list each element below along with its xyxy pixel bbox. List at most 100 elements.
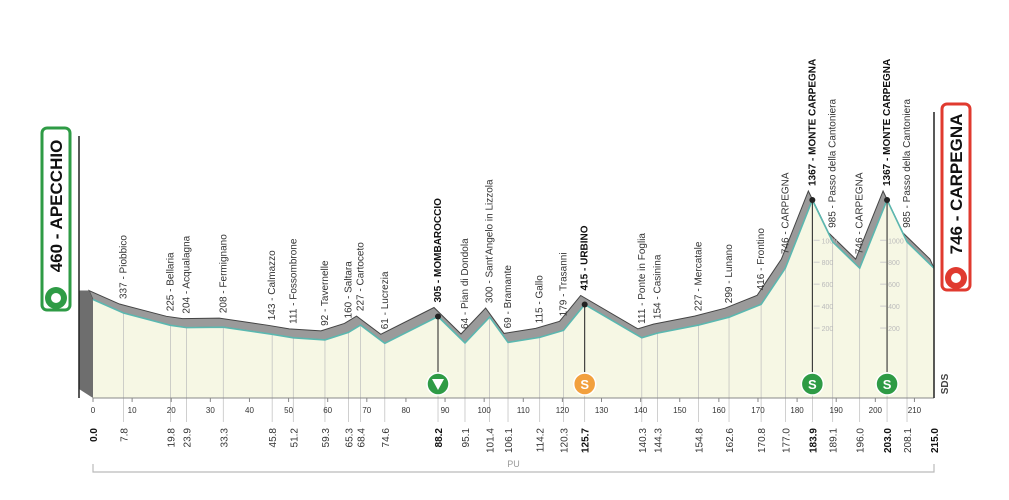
- x-tick-label: 70: [362, 406, 371, 415]
- waypoint-label: 746 - CARPEGNA: [855, 172, 866, 254]
- x-tick-label: 30: [206, 406, 215, 415]
- x-tick-label: 120: [556, 406, 570, 415]
- segment-label: PU: [507, 459, 520, 469]
- waypoint-label: 64 - Pian di Dondola: [460, 238, 471, 329]
- km-label: 65.3: [344, 428, 355, 448]
- waypoint-label: 225 - Bellaria: [165, 252, 176, 311]
- finish-badge: [940, 102, 972, 292]
- x-tick-label: 130: [595, 406, 609, 415]
- waypoint-label: 111 - Fossombrone: [288, 238, 299, 324]
- x-tick-label: 160: [712, 406, 726, 415]
- km-label: 106.1: [504, 428, 515, 453]
- waypoint-label: 154 - Casinina: [652, 254, 663, 319]
- waypoint-label: 300 - Sant'Angelo in Lizzola: [485, 179, 496, 303]
- km-label: 154.8: [695, 428, 706, 453]
- segment-bracket: [92, 464, 935, 473]
- icon-text: S: [580, 377, 589, 392]
- x-tick-label: 40: [245, 406, 254, 415]
- elevation-tick-label: 400: [888, 304, 900, 311]
- icon-circle: [572, 372, 597, 396]
- waypoint-label: 92 - Tavernelle: [320, 260, 331, 326]
- start-label: 460 - APECCHIO: [47, 140, 66, 273]
- logo: SDS: [940, 373, 951, 394]
- finish-label: 746 - CARPEGNA: [947, 114, 966, 255]
- x-tick-label: 200: [869, 406, 883, 415]
- icon-dot: [809, 197, 816, 203]
- km-label: 125.7: [581, 428, 592, 453]
- elevation-tick-label: 600: [822, 282, 834, 289]
- waypoint-label: 1367 - MONTE CARPEGNA: [882, 59, 893, 186]
- km-label: 95.1: [461, 428, 472, 448]
- km-label: 88.2: [434, 428, 445, 448]
- x-tick-label: 210: [908, 406, 922, 415]
- waypoint-label: 111 - Ponte in Foglia: [637, 233, 648, 324]
- elevation-tick-label: 1000: [822, 238, 838, 245]
- x-tick-label: 180: [790, 406, 804, 415]
- icon-dot: [435, 313, 442, 320]
- elevation-tick-label: 400: [822, 304, 834, 311]
- x-tick-label: 170: [751, 406, 765, 415]
- km-label: 144.3: [653, 428, 664, 453]
- km-label: 114.2: [536, 428, 547, 453]
- waypoint-label: 305 - MOMBAROCCIO: [433, 198, 444, 303]
- x-tick-label: 150: [673, 406, 687, 415]
- km-label: 23.9: [182, 428, 193, 448]
- km-label: 0.0: [89, 428, 100, 442]
- waypoint-label: 299 - Lunano: [724, 244, 735, 303]
- waypoint-label: 143 - Calmazzo: [267, 250, 278, 320]
- waypoint-label: 61 - Lucrezia: [380, 271, 391, 329]
- waypoint-label: 160 - Saltara: [343, 261, 354, 319]
- x-tick-label: 20: [167, 406, 176, 415]
- km-label: 162.6: [725, 428, 736, 453]
- km-label: 101.4: [486, 428, 497, 453]
- km-label: 189.1: [829, 428, 840, 453]
- elevation-tick-label: 800: [822, 260, 834, 267]
- elevation-tick-label: 200: [822, 326, 834, 333]
- x-tick-label: 0: [91, 406, 96, 415]
- waypoint-label: 415 - URBINO: [580, 225, 591, 290]
- x-tick-label: 50: [284, 406, 293, 415]
- x-tick-label: 100: [477, 406, 491, 415]
- km-label: 120.3: [560, 428, 571, 453]
- x-tick-label: 80: [401, 406, 410, 415]
- waypoint-label: 337 - Piobbico: [119, 235, 130, 299]
- x-tick-label: 190: [830, 406, 844, 415]
- icon-circle: [800, 372, 825, 396]
- waypoint-label: 416 - Frontino: [756, 228, 767, 291]
- elevation-tick-label: 200: [888, 326, 900, 333]
- waypoint-label: 985 - Passo della Cantoniera: [902, 99, 913, 228]
- start-wall: [79, 290, 93, 398]
- km-label: 208.1: [903, 428, 914, 453]
- icon-dot: [884, 197, 891, 203]
- km-label: 196.0: [856, 428, 867, 453]
- x-tick-label: 90: [441, 406, 450, 415]
- icon-triangle: [432, 379, 445, 390]
- waypoint-label: 115 - Gallo: [535, 275, 546, 324]
- elevation-tick-label: 1000: [888, 238, 904, 245]
- finish-icon-inner: [951, 273, 961, 283]
- waypoint-label: 208 - Fermignano: [218, 234, 229, 313]
- km-label: 45.8: [268, 428, 279, 448]
- icon-dot: [581, 301, 588, 308]
- x-tick-label: 140: [634, 406, 648, 415]
- elevation-tick-label: 600: [888, 282, 900, 289]
- waypoint-label: 746 - CARPEGNA: [780, 172, 791, 254]
- x-tick-label: 10: [128, 406, 137, 415]
- waypoint-label: 179 - Trasanni: [559, 252, 570, 316]
- km-label: 74.6: [381, 428, 392, 448]
- start-badge: [40, 126, 72, 312]
- km-label: 59.3: [321, 428, 332, 448]
- elevation-tick-label: 800: [888, 260, 900, 267]
- icon-text: S: [808, 377, 817, 392]
- km-label: 215.0: [930, 428, 941, 453]
- km-label: 68.4: [357, 428, 368, 448]
- waypoint-label: 985 - Passo della Cantoniera: [828, 99, 839, 228]
- km-label: 177.0: [781, 428, 792, 453]
- waypoint-label: 1367 - MONTE CARPEGNA: [807, 59, 818, 186]
- x-tick-label: 60: [323, 406, 332, 415]
- start-icon-inner: [51, 293, 61, 303]
- km-label: 183.9: [808, 428, 819, 453]
- icon-circle: [875, 372, 899, 396]
- km-label: 140.3: [638, 428, 649, 453]
